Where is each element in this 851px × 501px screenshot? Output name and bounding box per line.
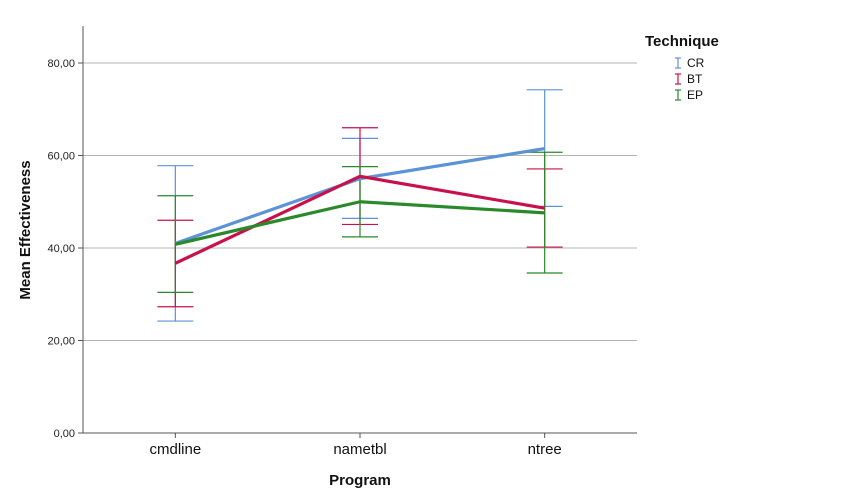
- y-tick-label: 60,00: [47, 151, 75, 163]
- x-tick-label: cmdline: [149, 441, 201, 458]
- y-tick-label: 40,00: [47, 243, 75, 255]
- series-line-bt: [174, 174, 545, 265]
- x-axis-ticks: cmdline nametbl ntree: [149, 433, 562, 458]
- legend-label: CR: [687, 56, 705, 70]
- series-lines: [174, 146, 545, 265]
- y-tick-label: 80,00: [47, 58, 75, 70]
- y-axis-title: Mean Effectiveness: [17, 160, 34, 299]
- legend-item-cr: CR: [675, 56, 705, 70]
- x-axis-title: Program: [329, 472, 391, 489]
- error-bars: [157, 89, 563, 322]
- series-line-ep: [174, 200, 545, 246]
- legend-title: Technique: [645, 33, 719, 50]
- x-tick-label: ntree: [528, 441, 562, 458]
- legend-item-ep: EP: [675, 88, 703, 102]
- legend-label: EP: [687, 88, 703, 102]
- y-axis-ticks: 0,00 20,00 40,00 60,00 80,00: [47, 58, 83, 440]
- legend-label: BT: [687, 72, 703, 86]
- x-tick-label: nametbl: [333, 441, 386, 458]
- legend: Technique CR BT EP: [645, 33, 719, 102]
- legend-item-bt: BT: [675, 72, 703, 86]
- y-tick-label: 0,00: [54, 428, 75, 440]
- y-tick-label: 20,00: [47, 336, 75, 348]
- series-line-cr: [174, 146, 545, 245]
